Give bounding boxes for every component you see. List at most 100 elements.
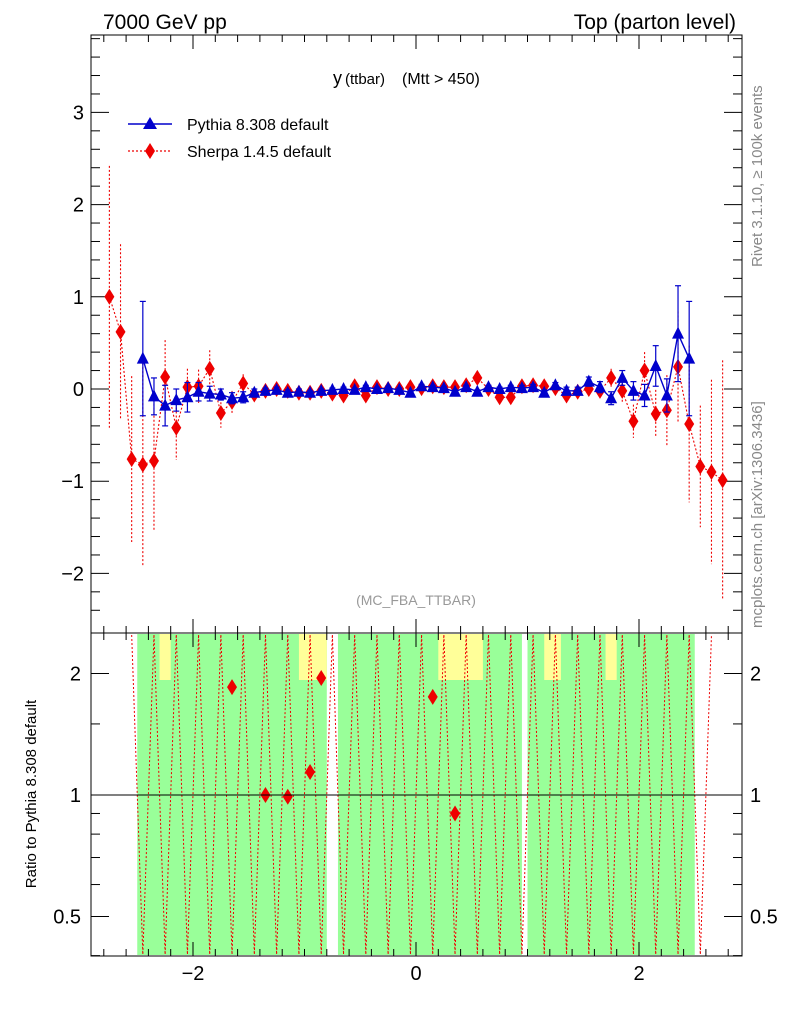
pythia-point [471, 384, 484, 397]
pythia-point [649, 358, 662, 371]
legend-pythia-marker [143, 117, 157, 129]
ratio-sherpa-line [610, 634, 623, 955]
ratio-sherpa-line [644, 634, 657, 955]
ratio-sherpa-line [242, 634, 255, 955]
ratio-sherpa-line [599, 634, 612, 955]
ratio-sherpa-line [231, 634, 244, 955]
sherpa-point [137, 456, 148, 473]
y-tick-label: 1 [73, 287, 84, 309]
header-energy: 7000 GeV pp [103, 11, 227, 34]
legend-sherpa-label: Sherpa 1.4.5 default [187, 144, 332, 161]
y-tick-label: −1 [61, 471, 84, 493]
sherpa-point [126, 451, 137, 468]
ratio-sherpa-line [153, 634, 166, 955]
pythia-point [237, 390, 250, 403]
pythia-point [170, 393, 183, 406]
ratio-sherpa-line [443, 634, 456, 955]
plot-title-subscript: (ttbar) [345, 71, 385, 88]
sherpa-point [628, 413, 639, 430]
pythia-point [393, 382, 406, 395]
sherpa-point [617, 382, 628, 399]
pythia-point [638, 388, 651, 401]
sherpa-point [215, 404, 226, 421]
pythia-point [181, 390, 194, 403]
analysis-name-label: (MC_FBA_TTBAR) [356, 592, 476, 608]
pythia-point [214, 387, 227, 400]
x-tick-label: 0 [410, 963, 421, 985]
ratio-sherpa-line [343, 634, 356, 955]
pythia-point [348, 382, 361, 395]
ratio-sherpa-line [577, 634, 590, 955]
pythia-point [672, 326, 685, 339]
ratio-sherpa-line [588, 634, 601, 955]
ratio-y-tick-label-right: 0.5 [750, 907, 778, 929]
ratio-sherpa-line [220, 634, 233, 955]
ratio-sherpa-line [655, 634, 668, 955]
ratio-sherpa-line [387, 634, 400, 955]
ratio-y-tick-label: 2 [70, 664, 81, 686]
ratio-sherpa-line [521, 634, 534, 955]
main-plot-ticks: −2 −1 0 1 2 3 [61, 35, 742, 633]
ratio-sherpa-line [354, 634, 367, 955]
pythia-point [482, 380, 495, 393]
ratio-sherpa-line [532, 634, 545, 955]
x-tick-label: 2 [633, 963, 644, 985]
sherpa-point [238, 375, 249, 392]
sherpa-point [148, 452, 159, 469]
ratio-sherpa-line [499, 634, 512, 955]
ratio-sherpa-line [142, 634, 155, 955]
ratio-y-tick-label-right: 2 [750, 664, 761, 686]
pythia-point [382, 381, 395, 394]
pythia-point [270, 382, 283, 395]
pythia-point [538, 385, 551, 398]
ratio-y-tick-label: 0.5 [53, 907, 81, 929]
ratio-sherpa-line [688, 634, 701, 955]
sherpa-point [684, 416, 695, 433]
pythia-point [426, 380, 439, 393]
main-plot-data [104, 165, 728, 601]
ratio-sherpa-line [476, 634, 489, 955]
ratio-sherpa-line [409, 634, 423, 955]
pythia-point [582, 374, 595, 387]
ratio-sherpa-line [454, 634, 467, 955]
pythia-point [460, 380, 473, 393]
sherpa-point [472, 369, 483, 386]
main-plot-panel: −2 −1 0 1 2 3 y (ttbar) (Mtt > 450) (MC_FBA_T… [61, 34, 743, 634]
legend: Pythia 8.308 default Sherpa 1.4.5 defaul… [128, 117, 332, 161]
ratio-sherpa-line [253, 634, 266, 955]
legend-pythia-label: Pythia 8.308 default [187, 117, 329, 134]
ratio-sherpa-line [309, 634, 322, 955]
ratio-sherpa-line [421, 634, 434, 955]
pythia-point [683, 351, 696, 364]
pythia-point [192, 384, 205, 397]
sherpa-point [695, 458, 706, 475]
sherpa-point [204, 360, 215, 377]
ratio-sherpa-line [621, 634, 634, 955]
ratio-sherpa-line [131, 634, 144, 955]
sherpa-point [115, 323, 126, 340]
sherpa-point [717, 472, 728, 489]
ratio-sherpa-line [331, 634, 345, 955]
ratio-band-yellow [438, 634, 483, 680]
ratio-y-axis-label: Ratio to Pythia 8.308 default [23, 699, 40, 888]
plot-title-cut: (Mtt > 450) [402, 71, 480, 88]
pythia-point [159, 398, 172, 411]
sherpa-point [160, 369, 171, 386]
pythia-line [142, 331, 690, 407]
ratio-sherpa-line [376, 634, 389, 955]
ratio-band-yellow [605, 634, 617, 680]
pythia-point [504, 380, 517, 393]
pythia-point [259, 383, 272, 396]
pythia-point [437, 381, 450, 394]
pythia-point [571, 383, 584, 396]
pythia-series [136, 285, 696, 427]
sherpa-point [606, 369, 617, 386]
ratio-sherpa-line [198, 634, 211, 955]
sherpa-point [104, 288, 115, 305]
ratio-sherpa-line [632, 634, 646, 955]
sherpa-point [639, 362, 650, 379]
ratio-sherpa-line [320, 634, 333, 955]
ratio-sherpa-line [543, 634, 556, 955]
pythia-point [281, 385, 294, 398]
